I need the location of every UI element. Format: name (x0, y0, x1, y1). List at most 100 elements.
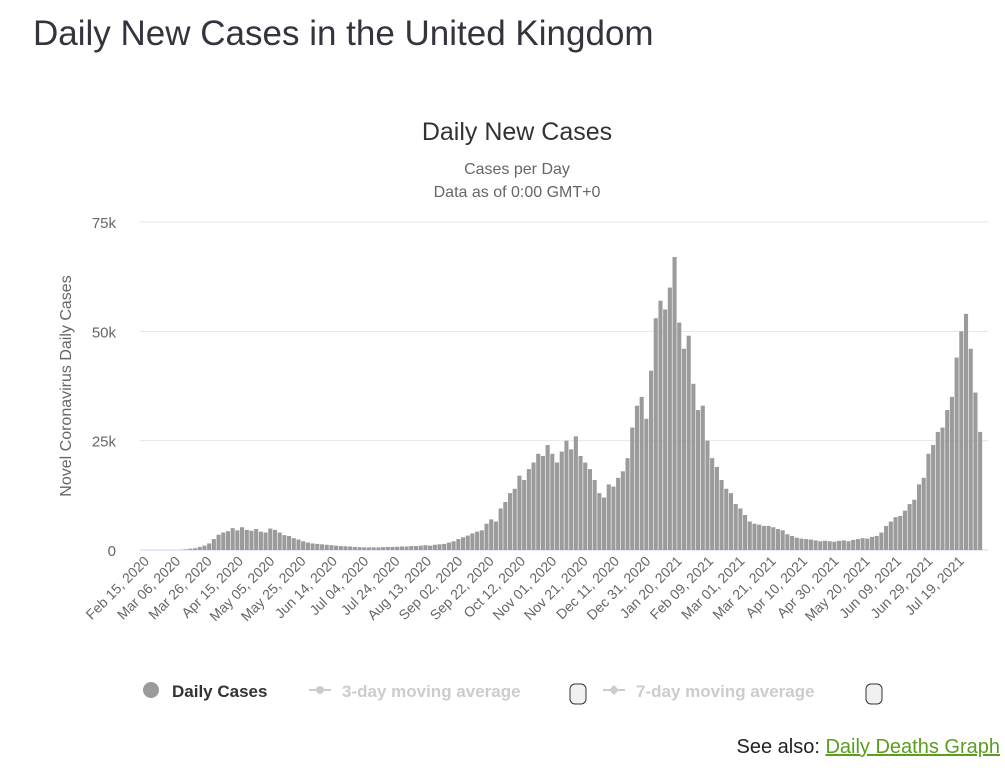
bar (536, 453, 541, 550)
bar (653, 318, 658, 550)
bar (366, 547, 372, 550)
bar (343, 546, 348, 550)
page-title: Daily New Cases in the United Kingdom (33, 14, 654, 53)
legend-marker-daily-cases (143, 682, 159, 698)
bar (451, 541, 456, 550)
bar (493, 521, 498, 550)
bar (747, 521, 752, 550)
bar (949, 396, 954, 550)
bar (959, 331, 964, 550)
bar (338, 546, 343, 550)
bar (244, 529, 249, 550)
bar (470, 533, 475, 550)
bar (738, 508, 743, 550)
bar (963, 313, 969, 550)
bar (503, 501, 508, 550)
bar (822, 540, 828, 550)
chart-subtitle-date: Data as of 0:00 GMT+0 (434, 184, 601, 201)
bar (945, 410, 950, 550)
bar (752, 523, 757, 550)
bar (620, 471, 625, 550)
legend-item-7day-average[interactable]: 7-day moving average (636, 682, 815, 701)
bar (973, 392, 978, 550)
bar (733, 504, 738, 550)
bar (893, 517, 898, 550)
bar (649, 370, 654, 550)
bar (658, 300, 663, 550)
bar (888, 521, 893, 550)
bar (362, 547, 367, 550)
bar (357, 547, 362, 550)
bar (258, 531, 263, 550)
bar (602, 497, 607, 550)
bar (710, 458, 715, 550)
bar (592, 480, 597, 550)
bar (319, 544, 325, 550)
bar (554, 462, 560, 550)
legend: Daily Cases 3-day moving average 7-day m… (143, 682, 883, 705)
legend-item-3day-average[interactable]: 3-day moving average (342, 682, 521, 701)
bar (526, 469, 531, 550)
bar (235, 530, 240, 550)
bar (884, 525, 889, 550)
legend-checkbox-3day[interactable] (569, 683, 587, 705)
bar (197, 546, 202, 550)
y-tick-label: 50k (92, 324, 117, 341)
bar (907, 504, 912, 550)
bar (334, 545, 339, 550)
bar (446, 542, 451, 550)
bar (597, 493, 602, 550)
bar (550, 453, 555, 550)
bar (409, 546, 414, 550)
bar (785, 534, 790, 550)
bar (583, 462, 588, 550)
bar (728, 493, 734, 550)
bar (268, 528, 273, 550)
bar (587, 469, 592, 550)
bar (569, 449, 574, 550)
bar (705, 440, 710, 550)
bar (978, 431, 983, 550)
bar (399, 546, 404, 550)
bar (371, 547, 376, 550)
bar (413, 546, 419, 550)
legend-checkbox-7day[interactable] (865, 683, 883, 705)
bar (216, 534, 221, 550)
bar (940, 427, 945, 550)
bar (898, 515, 903, 550)
bar (808, 539, 813, 550)
bar (225, 531, 231, 550)
bar (193, 548, 198, 550)
y-tick-label: 25k (92, 434, 117, 451)
bar (211, 539, 216, 550)
bar (352, 546, 357, 550)
bar (841, 540, 846, 550)
bar (879, 532, 884, 550)
bar (663, 309, 668, 550)
bar (221, 532, 226, 550)
bar (827, 541, 832, 550)
bar (719, 480, 724, 550)
bar (517, 475, 522, 550)
bar (385, 546, 390, 550)
bar (277, 532, 282, 550)
bar (188, 548, 193, 550)
bar (869, 536, 875, 550)
daily-deaths-graph-link[interactable]: Daily Deaths Graph (825, 736, 1000, 758)
bar (837, 540, 842, 550)
bar (902, 510, 907, 550)
bar (954, 357, 959, 550)
bar (484, 523, 489, 550)
bar (249, 530, 254, 550)
bar (799, 538, 804, 550)
bar (489, 519, 494, 550)
bar (442, 543, 447, 550)
bar (766, 525, 771, 550)
bar (916, 484, 922, 550)
legend-marker-7day (609, 685, 619, 695)
bar (305, 542, 310, 550)
bar (578, 455, 583, 550)
legend-item-daily-cases[interactable]: Daily Cases (172, 682, 267, 701)
bar (329, 545, 334, 550)
